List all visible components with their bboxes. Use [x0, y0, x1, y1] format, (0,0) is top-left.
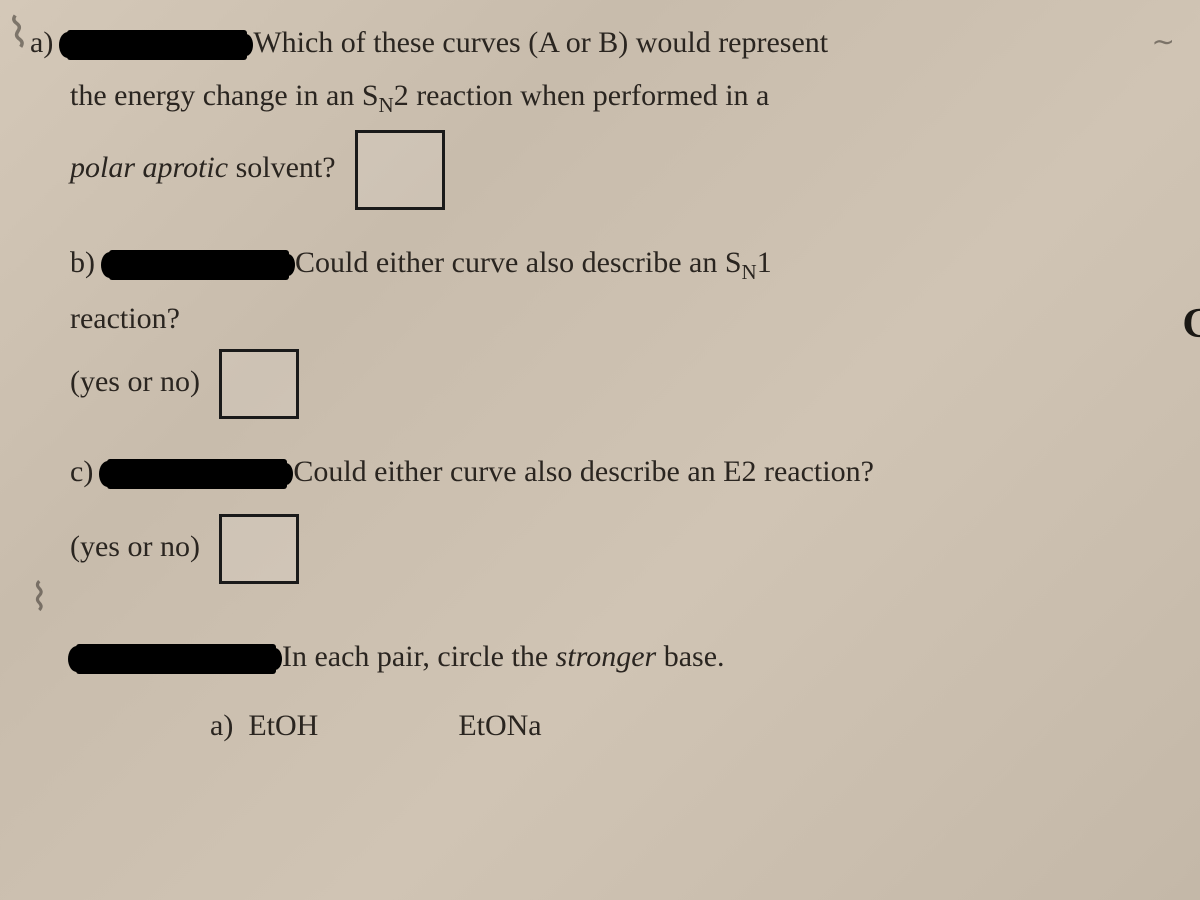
- pair-text-before: In each pair, circle the: [282, 640, 556, 673]
- italic-polar-aprotic: polar aprotic: [70, 150, 228, 183]
- pair-options-row: a) EtOH EtONa: [70, 709, 1170, 743]
- question-b-reaction: reaction?: [70, 302, 180, 335]
- question-b-line1: b) Could either curve also describe an SN…: [70, 240, 1170, 289]
- redaction-mark: [109, 250, 289, 280]
- question-a-line3: polar aprotic solvent?: [30, 130, 1170, 210]
- redaction-mark: [76, 644, 276, 674]
- question-c-line1: c) Could either curve also describe an E2…: [70, 449, 1170, 494]
- scribble-decoration: ⌇: [4, 7, 33, 60]
- pair-instruction: In each pair, circle the stronger base.: [70, 634, 1170, 679]
- marker-a: a): [30, 20, 53, 65]
- question-b: b) Could either curve also describe an SN…: [30, 240, 1170, 420]
- question-b-line2: reaction?: [70, 296, 1170, 341]
- question-pair: In each pair, circle the stronger base. …: [30, 634, 1170, 743]
- hint-yes-no: (yes or no): [70, 530, 200, 563]
- question-a-text1: Which of these curves (A or B) would rep…: [253, 26, 828, 59]
- pair-opt1[interactable]: EtOH: [248, 709, 318, 742]
- question-a-text2a: the energy change in an S: [70, 79, 379, 112]
- question-a-line2: the energy change in an SN2 reaction whe…: [30, 73, 1170, 122]
- question-c-hint-row: (yes or no): [70, 514, 1170, 584]
- answer-box-a[interactable]: [355, 130, 445, 210]
- answer-box-b[interactable]: [219, 349, 299, 419]
- edge-letter-g: G: [1182, 300, 1200, 348]
- pair-a: a) EtOH: [210, 709, 318, 743]
- question-c-text: Could either curve also describe an E2 r…: [293, 455, 874, 488]
- marker-b: b): [70, 240, 95, 285]
- pair-opt2[interactable]: EtONa: [458, 709, 541, 743]
- pair-text-after: base.: [656, 640, 724, 673]
- question-c: c) Could either curve also describe an E2…: [30, 449, 1170, 584]
- question-a-line1: a) Which of these curves (A or B) would r…: [30, 20, 1170, 65]
- italic-stronger: stronger: [556, 640, 657, 673]
- sn2-num: 2: [394, 79, 409, 112]
- redaction-mark: [67, 30, 247, 60]
- subscript-n: N: [379, 93, 394, 117]
- question-a: a) Which of these curves (A or B) would r…: [30, 20, 1170, 210]
- pair-a-marker: a): [210, 709, 233, 742]
- subscript-n: N: [742, 260, 757, 284]
- question-b-hint-row: (yes or no): [70, 349, 1170, 419]
- question-b-text: Could either curve also describe an S: [295, 246, 742, 279]
- question-a-text3: solvent?: [228, 150, 335, 183]
- hint-yes-no: (yes or no): [70, 365, 200, 398]
- sn1-num: 1: [757, 246, 772, 279]
- marker-c: c): [70, 449, 93, 494]
- question-a-text2b: reaction when performed in a: [409, 79, 770, 112]
- redaction-mark: [107, 459, 287, 489]
- answer-box-c[interactable]: [219, 514, 299, 584]
